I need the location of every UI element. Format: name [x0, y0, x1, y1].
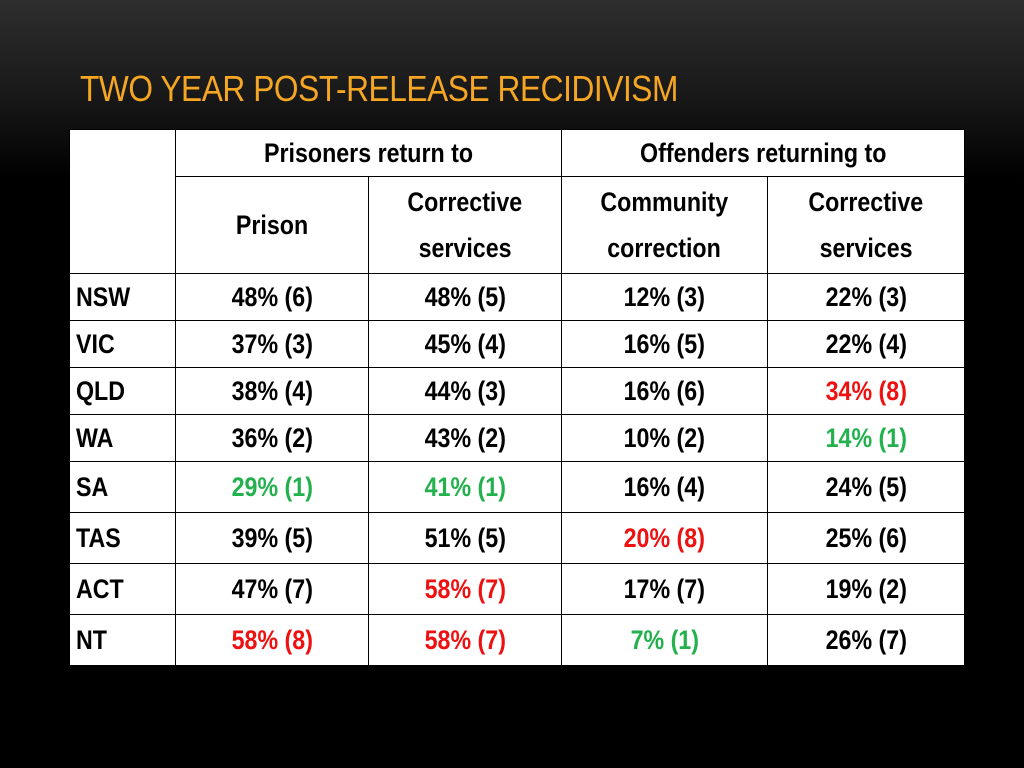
- table-row: ACT 47% (7) 58% (7) 17% (7) 19% (2): [69, 563, 966, 615]
- table-cell: 16% (6): [561, 367, 768, 415]
- table-cell: 36% (2): [175, 414, 369, 462]
- state-label-cell: WA: [69, 414, 176, 462]
- table-cell: 58% (7): [368, 563, 562, 615]
- group-header-prisoners: Prisoners return to: [175, 129, 562, 177]
- sub-header-corrective-services-prisoners: Corrective services: [368, 176, 562, 274]
- table-cell: 7% (1): [561, 614, 768, 666]
- state-label-cell: ACT: [69, 563, 176, 615]
- table-cell: 29% (1): [175, 461, 369, 513]
- corner-cell: [69, 129, 176, 274]
- table-cell: 12% (3): [561, 273, 768, 321]
- table-row: NT 58% (8) 58% (7) 7% (1) 26% (7): [69, 614, 966, 666]
- table-cell: 41% (1): [368, 461, 562, 513]
- table-cell: 58% (7): [368, 614, 562, 666]
- table-row: QLD 38% (4) 44% (3) 16% (6) 34% (8): [69, 367, 966, 415]
- table-row: SA 29% (1) 41% (1) 16% (4) 24% (5): [69, 461, 966, 513]
- table-cell: 17% (7): [561, 563, 768, 615]
- table-cell: 34% (8): [766, 367, 966, 415]
- group-header-offenders: Offenders returning to: [560, 129, 966, 177]
- sub-header-row: Prison Corrective services Community cor…: [70, 176, 966, 274]
- table-row: VIC 37% (3) 45% (4) 16% (5) 22% (4): [69, 320, 966, 368]
- slide-title: TWO YEAR POST-RELEASE RECIDIVISM: [80, 68, 678, 109]
- table-cell: 37% (3): [175, 320, 369, 368]
- table-row: WA 36% (2) 43% (2) 10% (2) 14% (1): [69, 414, 966, 462]
- state-label-cell: QLD: [69, 367, 176, 415]
- state-label-cell: SA: [69, 461, 176, 513]
- table-cell: 58% (8): [175, 614, 369, 666]
- recidivism-table: Prisoners return to Offenders returning …: [69, 129, 966, 666]
- table-cell: 51% (5): [368, 512, 562, 564]
- table-cell: 14% (1): [766, 414, 966, 462]
- table-cell: 47% (7): [175, 563, 369, 615]
- table-cell: 10% (2): [561, 414, 768, 462]
- state-label-cell: NT: [69, 614, 176, 666]
- sub-header-prison: Prison: [175, 176, 369, 274]
- table-cell: 48% (5): [368, 273, 562, 321]
- table-cell: 19% (2): [766, 563, 966, 615]
- state-label-cell: TAS: [69, 512, 176, 564]
- table-row: TAS 39% (5) 51% (5) 20% (8) 25% (6): [69, 512, 966, 564]
- group-header-row: Prisoners return to Offenders returning …: [69, 129, 966, 274]
- table-cell: 16% (5): [561, 320, 768, 368]
- table-cell: 26% (7): [766, 614, 966, 666]
- table-cell: 39% (5): [175, 512, 369, 564]
- table-row: NSW 48% (6) 48% (5) 12% (3) 22% (3): [69, 273, 966, 321]
- table-cell: 25% (6): [766, 512, 966, 564]
- table-cell: 24% (5): [766, 461, 966, 513]
- state-label-cell: VIC: [69, 320, 176, 368]
- table-cell: 44% (3): [368, 367, 562, 415]
- table-cell: 45% (4): [368, 320, 562, 368]
- table-cell: 22% (4): [766, 320, 966, 368]
- table-cell: 20% (8): [561, 512, 768, 564]
- table-cell: 48% (6): [175, 273, 369, 321]
- table-cell: 16% (4): [561, 461, 768, 513]
- table-cell: 43% (2): [368, 414, 562, 462]
- table-cell: 38% (4): [175, 367, 369, 415]
- sub-header-corrective-services-offenders: Corrective services: [766, 176, 966, 274]
- state-label-cell: NSW: [69, 273, 176, 321]
- sub-header-community-correction: Community correction: [561, 176, 768, 274]
- table-cell: 22% (3): [766, 273, 966, 321]
